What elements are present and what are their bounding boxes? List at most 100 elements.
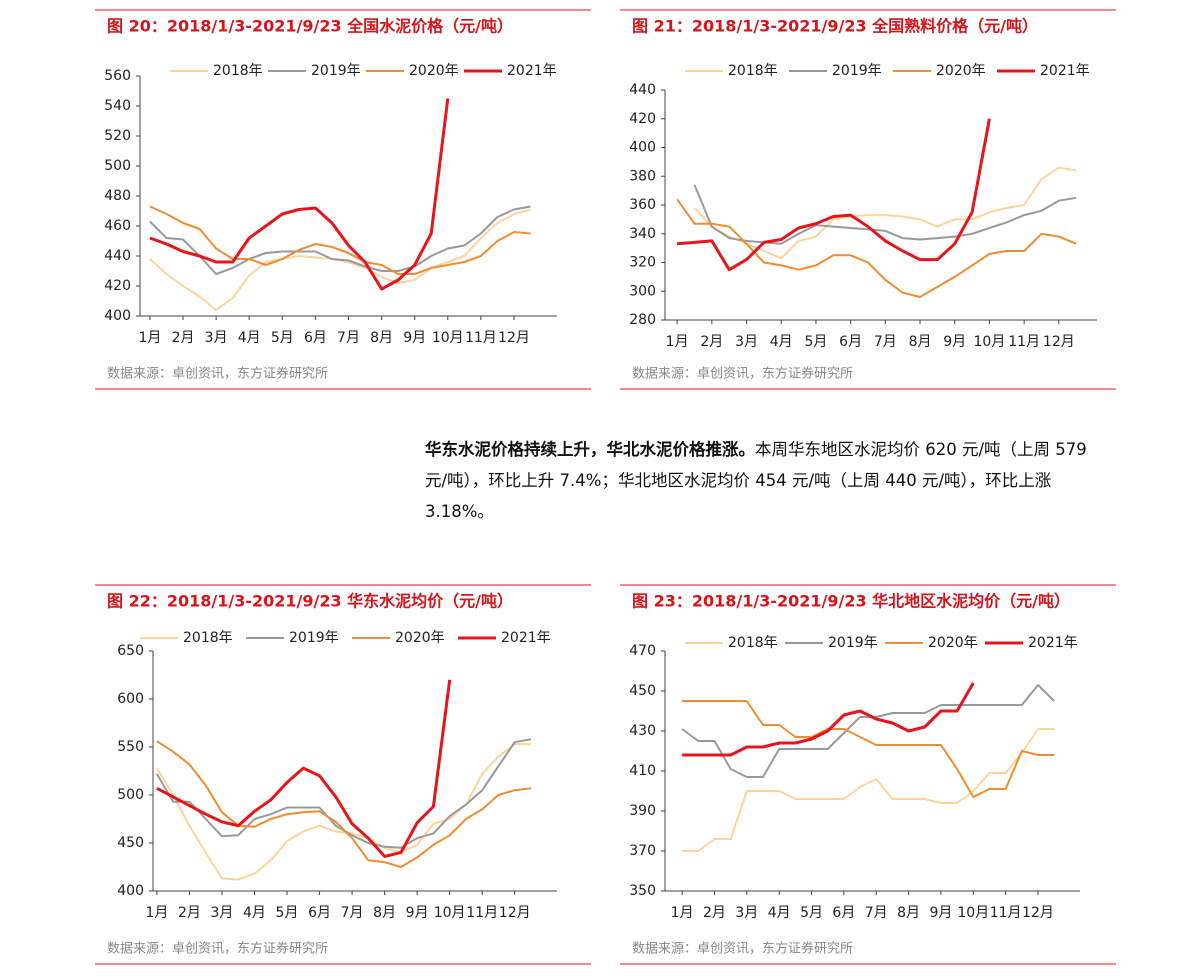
x-tick-label: 2月	[700, 334, 723, 350]
x-tick-label: 6月	[308, 905, 331, 921]
y-tick-label: 520	[104, 128, 131, 144]
x-tick-label: 5月	[800, 905, 823, 921]
series-line	[682, 682, 975, 757]
series-line	[149, 205, 531, 275]
y-tick-label: 500	[117, 787, 144, 803]
series-line	[676, 198, 1077, 298]
x-tick-label: 7月	[865, 905, 888, 921]
paragraph-lead: 华东水泥价格持续上升，华北水泥价格推涨。	[425, 440, 755, 459]
x-tick-label: 11月	[465, 330, 497, 346]
x-tick-label: 12月	[1043, 334, 1075, 350]
x-tick-label: 5月	[804, 334, 827, 350]
legend-label: 2021年	[507, 63, 557, 79]
x-tick-label: 9月	[403, 330, 426, 346]
x-tick-label: 12月	[498, 330, 530, 346]
y-tick-label: 400	[629, 140, 656, 156]
x-tick-label: 9月	[406, 905, 429, 921]
series-line	[676, 118, 991, 272]
series-line	[682, 728, 1055, 852]
x-tick-label: 4月	[243, 905, 266, 921]
paragraph: 华东水泥价格持续上升，华北水泥价格推涨。本周华东地区水泥均价 620 元/吨（上…	[425, 434, 1110, 527]
x-tick-label: 8月	[909, 334, 932, 350]
y-tick-label: 350	[629, 883, 656, 899]
x-tick-label: 4月	[770, 334, 793, 350]
series-line	[149, 98, 450, 291]
chart-source: 数据来源：卓创资讯，东方证券研究所	[107, 941, 328, 957]
legend-label: 2020年	[409, 63, 459, 79]
chart-source: 数据来源：卓创资讯，东方证券研究所	[632, 941, 853, 957]
y-tick-label: 450	[117, 835, 144, 851]
x-tick-label: 7月	[874, 334, 897, 350]
chart-source: 数据来源：卓创资讯，东方证券研究所	[107, 366, 328, 382]
chart-title: 图 21：2018/1/3-2021/9/23 全国熟料价格（元/吨）	[632, 17, 1038, 36]
series-line	[156, 679, 452, 858]
y-tick-label: 450	[629, 683, 656, 699]
legend-label: 2018年	[213, 63, 263, 79]
x-tick-label: 7月	[341, 905, 364, 921]
series-line	[682, 700, 1055, 798]
y-tick-label: 370	[629, 843, 656, 859]
x-tick-label: 12月	[1022, 905, 1054, 921]
y-tick-label: 560	[104, 68, 131, 84]
y-tick-label: 340	[629, 226, 656, 242]
chart: 图 21：2018/1/3-2021/9/23 全国熟料价格（元/吨） 数据来源：…	[620, 9, 1116, 390]
x-tick-label: 3月	[210, 905, 233, 921]
x-tick-label: 1月	[145, 905, 168, 921]
x-tick-label: 4月	[238, 330, 261, 346]
series-line	[681, 684, 1055, 778]
x-tick-label: 10月	[974, 334, 1006, 350]
x-tick-label: 2月	[178, 905, 201, 921]
chart-title: 图 20：2018/1/3-2021/9/23 全国水泥价格（元/吨）	[107, 17, 513, 36]
legend-label: 2018年	[728, 63, 778, 79]
x-tick-label: 3月	[735, 905, 758, 921]
paragraph-text: 本周华东地区水泥均价 620 元/吨（上周 579 元/吨），环比上升 7.4%…	[425, 440, 1087, 521]
chart-title: 图 23：2018/1/3-2021/9/23 华北地区水泥均价（元/吨）	[632, 592, 1070, 611]
x-tick-label: 7月	[337, 330, 360, 346]
series-line	[156, 740, 532, 868]
series-line	[156, 738, 532, 849]
legend-label: 2021年	[1028, 635, 1078, 651]
series-line	[149, 205, 531, 275]
y-tick-label: 480	[104, 188, 131, 204]
y-tick-label: 650	[117, 643, 144, 659]
y-tick-label: 320	[629, 255, 656, 271]
y-tick-label: 280	[629, 312, 656, 328]
x-tick-label: 6月	[832, 905, 855, 921]
chart-title: 图 22：2018/1/3-2021/9/23 华东水泥均价（元/吨）	[107, 592, 513, 611]
legend-label: 2019年	[289, 630, 339, 646]
y-tick-label: 440	[104, 248, 131, 264]
x-tick-label: 10月	[957, 905, 989, 921]
x-tick-label: 1月	[666, 334, 689, 350]
x-tick-label: 10月	[432, 330, 464, 346]
y-tick-label: 540	[104, 98, 131, 114]
x-tick-label: 11月	[466, 905, 498, 921]
y-tick-label: 400	[117, 883, 144, 899]
legend-label: 2021年	[501, 630, 551, 646]
x-tick-label: 9月	[943, 334, 966, 350]
y-tick-label: 470	[629, 643, 656, 659]
x-tick-label: 3月	[205, 330, 228, 346]
x-tick-label: 2月	[172, 330, 195, 346]
legend-label: 2020年	[395, 630, 445, 646]
x-tick-label: 8月	[370, 330, 393, 346]
y-tick-label: 410	[629, 763, 656, 779]
series-line	[693, 184, 1077, 245]
x-tick-label: 6月	[304, 330, 327, 346]
legend-label: 2021年	[1040, 63, 1090, 79]
x-tick-label: 12月	[499, 905, 531, 921]
legend-label: 2020年	[936, 63, 986, 79]
legend-label: 2019年	[311, 63, 361, 79]
x-tick-label: 5月	[276, 905, 299, 921]
y-tick-label: 390	[629, 803, 656, 819]
chart: 图 20：2018/1/3-2021/9/23 全国水泥价格（元/吨） 数据来源：…	[95, 9, 591, 390]
x-tick-label: 10月	[434, 905, 466, 921]
y-tick-label: 600	[117, 691, 144, 707]
y-tick-label: 550	[117, 739, 144, 755]
x-tick-label: 9月	[929, 905, 952, 921]
x-tick-label: 11月	[1008, 334, 1040, 350]
legend-label: 2019年	[832, 63, 882, 79]
x-tick-label: 8月	[373, 905, 396, 921]
y-tick-label: 420	[629, 111, 656, 127]
x-tick-label: 1月	[138, 330, 161, 346]
